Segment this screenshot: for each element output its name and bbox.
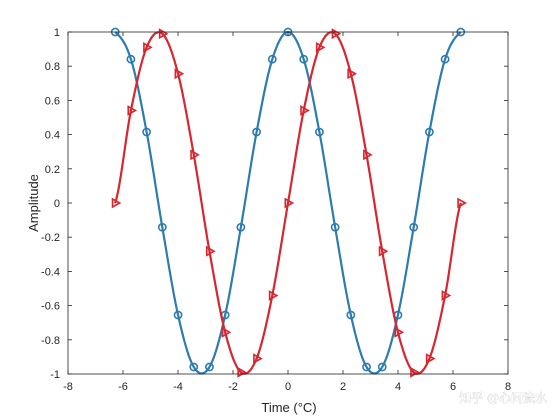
x-tick-label: -4 <box>173 381 183 393</box>
x-tick-label: 8 <box>505 381 511 393</box>
data-point <box>424 127 434 137</box>
data-point <box>143 41 153 53</box>
data-point <box>299 54 309 64</box>
y-tick-label: 0.2 <box>45 164 60 176</box>
y-tick-label: 0.8 <box>45 61 60 73</box>
data-point <box>378 245 389 257</box>
data-point <box>363 149 373 161</box>
data-point <box>157 222 167 232</box>
x-tick-label: 0 <box>285 381 291 393</box>
data-point <box>315 41 326 53</box>
data-point <box>267 54 277 64</box>
data-point <box>330 222 340 232</box>
data-point <box>236 222 246 232</box>
data-point <box>457 197 467 209</box>
y-tick-label: 0 <box>54 198 60 210</box>
data-point <box>441 290 452 301</box>
x-tick-label: 4 <box>395 381 401 393</box>
x-tick-label: -8 <box>63 381 73 393</box>
y-tick-label: -0.6 <box>41 301 60 313</box>
data-point <box>315 127 324 137</box>
x-tick-label: 6 <box>450 381 456 393</box>
data-point <box>142 127 152 137</box>
data-point <box>347 68 357 80</box>
data-point <box>252 127 261 137</box>
x-tick-label: -6 <box>118 381 128 393</box>
data-point <box>205 245 216 257</box>
data-point <box>189 362 199 372</box>
data-point <box>440 54 450 64</box>
data-point <box>221 326 232 338</box>
y-tick-label: -0.8 <box>41 335 60 347</box>
y-tick-label: 1 <box>54 27 60 39</box>
data-point <box>362 362 371 372</box>
y-tick-label: -1 <box>50 369 60 381</box>
data-point <box>300 105 310 116</box>
series-line <box>114 31 462 375</box>
data-point <box>284 197 295 209</box>
data-point <box>173 310 183 320</box>
x-axis-label: Time (°C) <box>261 400 316 415</box>
data-point <box>174 68 185 80</box>
data-point <box>205 362 214 372</box>
data-point <box>253 353 263 365</box>
y-axis-label: Amplitude <box>26 174 41 232</box>
y-axis: -1 -0.8 -0.6 -0.4 -0.2 0 0.2 0.4 0.6 0.8 1 <box>41 27 508 381</box>
data-point <box>377 362 387 372</box>
x-tick-label: 2 <box>340 381 346 393</box>
data-point <box>394 326 405 338</box>
x-axis: -8 -6 -4 -2 0 2 4 6 8 <box>63 32 511 393</box>
data-point <box>127 105 138 116</box>
data-point <box>126 54 136 64</box>
watermark-text: 知乎 @心间流水 <box>459 391 547 405</box>
x-tick-label: -2 <box>228 381 238 393</box>
y-tick-label: 0.6 <box>45 95 60 107</box>
y-tick-label: -0.2 <box>41 232 60 244</box>
data-point <box>268 290 279 301</box>
data-point <box>425 353 436 365</box>
data-point <box>111 197 122 209</box>
y-tick-label: -0.4 <box>41 266 60 278</box>
data-point <box>409 222 419 232</box>
data-point <box>346 310 356 320</box>
data-point <box>190 149 200 161</box>
y-tick-label: 0.4 <box>45 130 60 142</box>
